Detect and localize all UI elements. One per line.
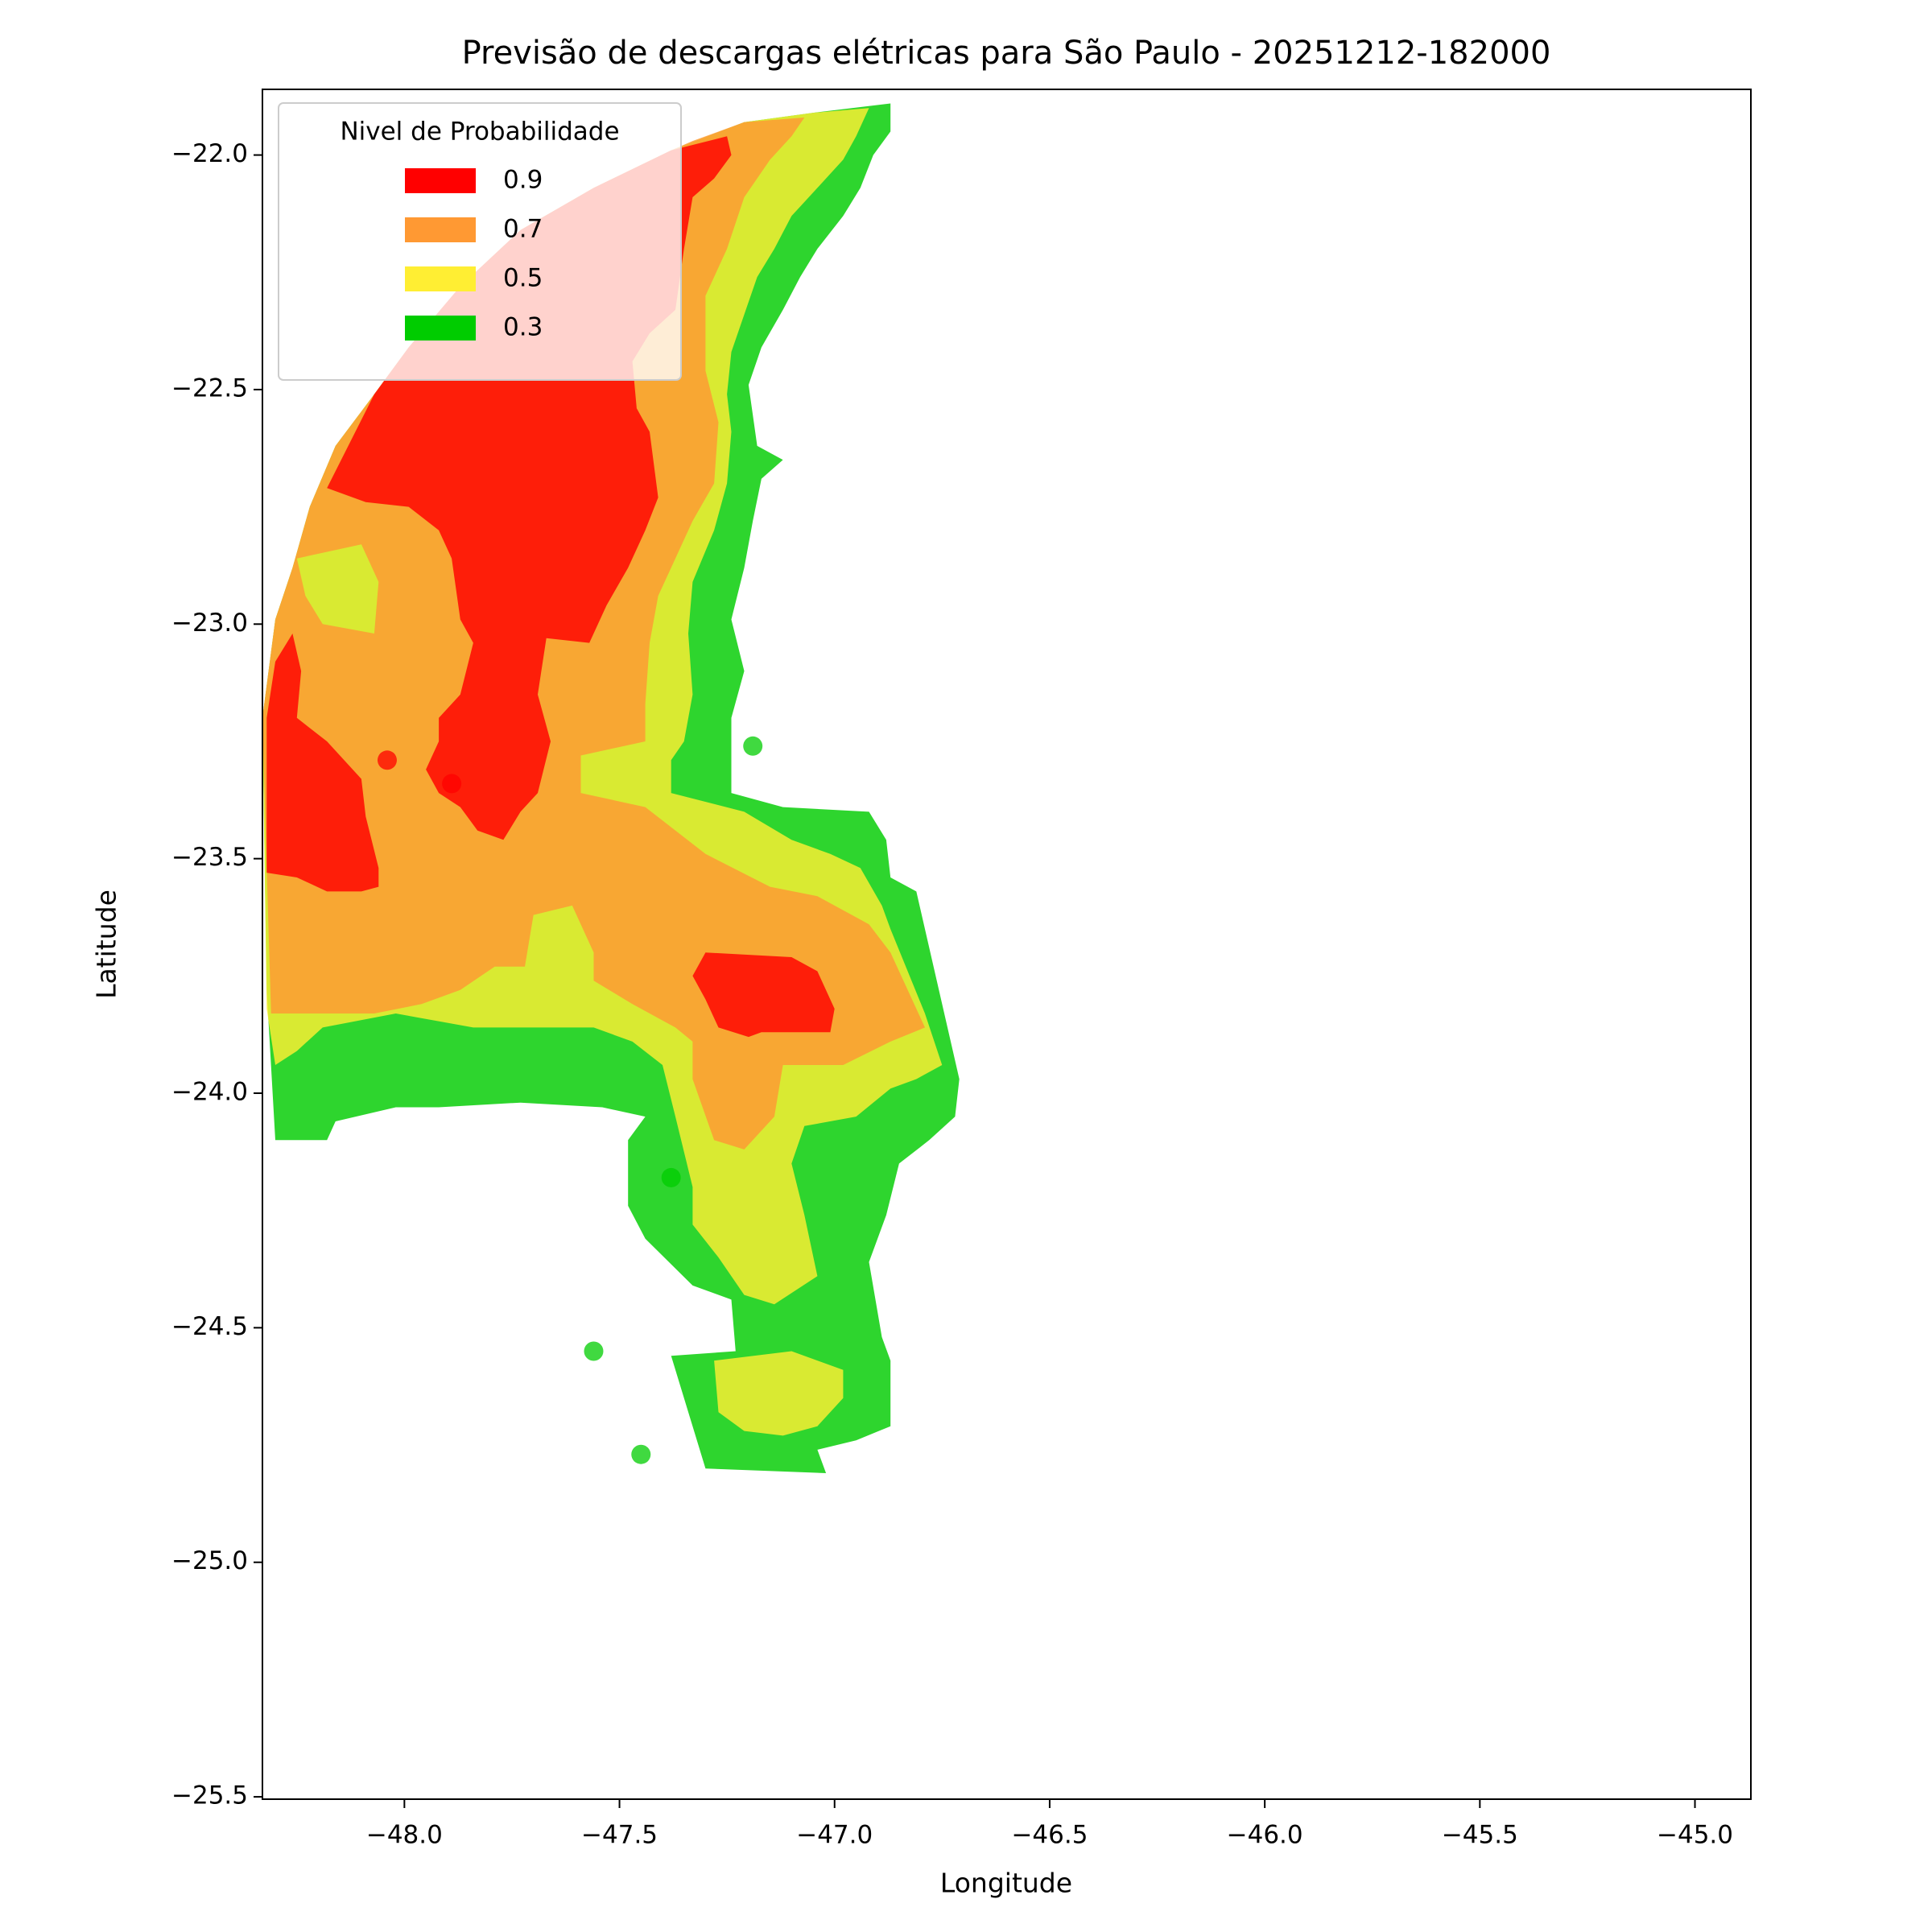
station-point	[743, 736, 763, 756]
x-tick-label: −45.5	[1442, 1821, 1518, 1850]
chart-title: Previsão de descargas elétricas para São…	[462, 35, 1551, 72]
x-tick-label: −46.0	[1227, 1821, 1303, 1850]
legend-box	[278, 102, 682, 381]
legend-swatch	[405, 266, 476, 291]
y-tick-label: −23.0	[171, 609, 248, 638]
y-axis-label: Latitude	[91, 890, 122, 999]
legend-label: 0.5	[503, 264, 543, 293]
station-point	[442, 774, 462, 794]
x-axis-label: Longitude	[940, 1868, 1072, 1899]
station-point	[661, 1167, 681, 1187]
y-tick-label: −22.5	[171, 374, 248, 402]
legend-label: 0.3	[503, 313, 543, 342]
y-tick-label: −24.0	[171, 1078, 248, 1107]
y-tick-label: −22.0	[171, 139, 248, 168]
x-tick-label: −47.5	[581, 1821, 658, 1850]
x-tick-label: −48.0	[366, 1821, 443, 1850]
axes: −48.0 −47.5 −47.0 −46.5 −46.0 −45.5 −45.0 −22.0…	[171, 89, 1752, 1850]
y-tick-label: −25.5	[171, 1781, 248, 1810]
x-tick-label: −45.0	[1657, 1821, 1733, 1850]
legend-label: 0.9	[503, 166, 543, 195]
station-point	[584, 1341, 604, 1361]
station-point	[377, 750, 397, 770]
legend-swatch	[405, 217, 476, 242]
legend-swatch	[405, 168, 476, 193]
plot-frame	[262, 89, 1752, 1800]
legend-label: 0.7	[503, 215, 543, 244]
station-point	[631, 1444, 651, 1464]
legend-title: Nivel de Probabilidade	[340, 118, 619, 147]
x-tick-label: −47.0	[796, 1821, 873, 1850]
x-tick-label: −46.5	[1011, 1821, 1088, 1850]
legend-swatch	[405, 316, 476, 341]
legend: Nivel de Probabilidade 0.9 0.7 0.5 0.3	[278, 102, 682, 381]
y-tick-label: −24.5	[171, 1312, 248, 1341]
y-tick-label: −25.0	[171, 1546, 248, 1575]
y-tick-label: −23.5	[171, 843, 248, 872]
